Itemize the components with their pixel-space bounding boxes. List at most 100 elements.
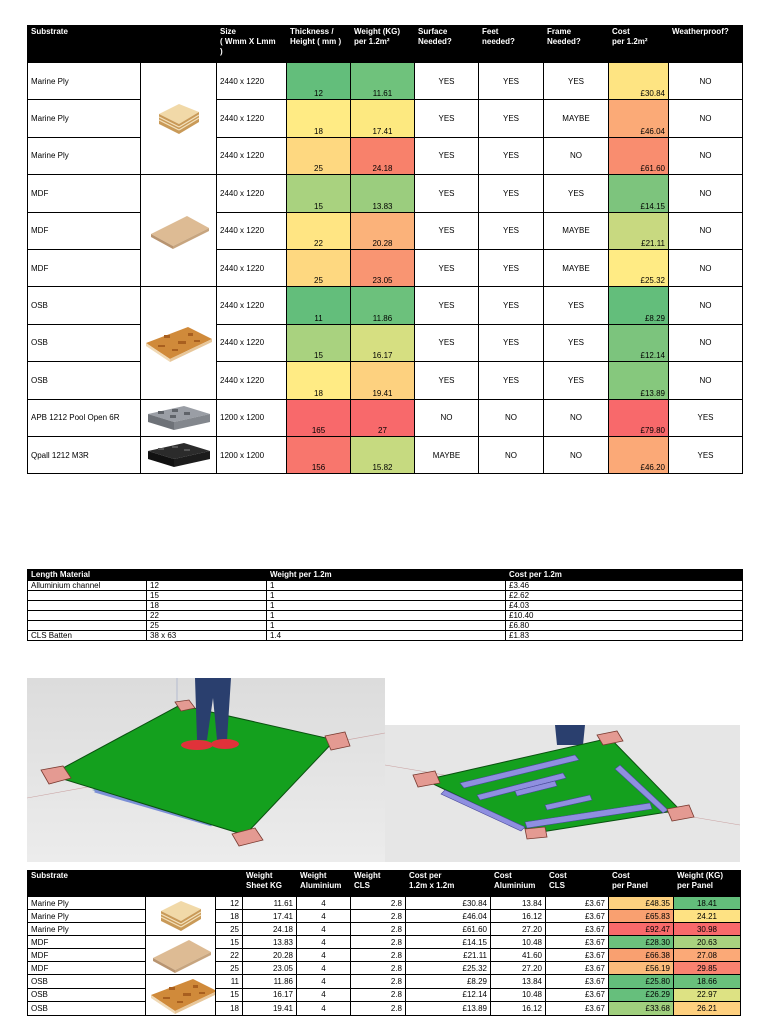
cell-text: 2440 x 1220 <box>220 188 265 198</box>
cell-text: £25.80 <box>645 976 670 986</box>
data-row: OSB 11 11.86 4 2.8 £8.29 13.84 £3.67 £25.80 18.66 <box>27 974 741 1016</box>
cell-text: 4 <box>321 924 326 934</box>
data-row: OSB 2440 x 1220 11 11.86 YES YES YES £8.29 NO <box>27 286 743 400</box>
cell-text: 13.84 <box>521 976 542 986</box>
cell-text: 1200 x 1200 <box>220 450 265 460</box>
cell: 18 <box>215 909 243 923</box>
cell: 10.48 <box>490 987 546 1003</box>
cell-text: YES <box>438 76 455 86</box>
substrate-image <box>145 935 216 975</box>
cell-text: MDF <box>31 963 49 973</box>
cell-text: 4 <box>321 911 326 921</box>
cell: NO <box>668 211 743 250</box>
data-row: 15 1 £2.62 <box>27 590 743 601</box>
cell-text: YES <box>697 413 714 423</box>
cell-text: 25 <box>314 276 323 286</box>
cell: YES <box>414 136 479 176</box>
cell: £61.60 <box>405 922 491 936</box>
cell: YES <box>478 211 544 250</box>
cell-text: £21.11 <box>463 950 487 960</box>
cell-text: Marine Ply <box>31 76 69 86</box>
cell-text: 18 <box>150 601 159 610</box>
data-row: OSB 15 16.17 4 2.8 £12.14 10.48 £3.67 £26.29 22.9… <box>27 987 741 1003</box>
cell-text: 2.8 <box>390 950 402 960</box>
data-row: MDF 25 23.05 4 2.8 £25.32 27.20 £3.67 £56.19 29.8… <box>27 961 741 975</box>
cell-text: 18.41 <box>696 898 718 908</box>
cell-text: Marine Ply <box>31 151 69 161</box>
header-text: Surface <box>418 27 448 36</box>
cell: £33.68 <box>608 1001 674 1016</box>
cell: OSB <box>27 323 141 363</box>
cell-text: OSB <box>31 976 48 986</box>
cell: £46.04 <box>405 909 491 923</box>
cell: 4 <box>296 961 351 975</box>
cell: £28.30 <box>608 935 674 949</box>
header-cell: Cost CLS <box>545 870 609 897</box>
cell: NO <box>414 398 479 437</box>
cell: 4 <box>296 948 351 962</box>
cell: 24.18 <box>242 922 297 936</box>
cell: YES <box>414 323 479 363</box>
header-text: Needed? <box>547 37 581 46</box>
cell-text: 16.12 <box>521 911 542 921</box>
panel-cost-table: Substrate Weight Sheet KG Weight Aluminium We… <box>27 870 741 1016</box>
header-text: Cost <box>494 871 512 881</box>
cell-text: YES <box>567 338 584 348</box>
header-text: Thickness / <box>290 27 334 36</box>
cell: 15 <box>215 987 243 1003</box>
header-text: Substrate <box>31 871 68 881</box>
cell: 16.12 <box>490 1001 546 1016</box>
cell-text: OSB <box>31 301 48 311</box>
cell: 18 <box>286 361 351 400</box>
cell: 1 <box>266 600 506 611</box>
cell-text: 18 <box>314 126 323 136</box>
header-cell: Cost per 1.2m² <box>608 25 669 63</box>
cell: 13.84 <box>490 896 546 910</box>
header-text: Substrate <box>31 27 68 36</box>
substrate-comparison-table: Substrate Size( Wmm X Lmm) Thickness / Heig… <box>27 25 743 475</box>
cell-text: 13.84 <box>521 898 542 908</box>
header-text: Length Material <box>31 570 91 580</box>
data-row: 22 1 £10.40 <box>27 610 743 621</box>
header-text: Cost <box>612 871 630 881</box>
cell: 1.4 <box>266 630 506 641</box>
cell-text: £61.60 <box>462 924 487 934</box>
header-cell: Cost per Panel <box>608 870 674 897</box>
cell: 26.21 <box>673 1001 741 1016</box>
cell-text: £3.67 <box>584 976 605 986</box>
cell: £25.80 <box>608 974 674 989</box>
cell-text: 4 <box>321 976 326 986</box>
cell-text: £66.38 <box>645 950 670 960</box>
cell-text: 4 <box>321 937 326 947</box>
cell: YES <box>668 435 743 475</box>
cell-text: £3.67 <box>584 990 605 1000</box>
cell: Marine Ply <box>27 896 146 910</box>
data-row: Marine Ply 12 11.61 4 2.8 £30.84 13.84 £3.67 £48… <box>27 896 741 936</box>
cell-text: 25 <box>150 621 159 630</box>
cell: £46.20 <box>608 435 669 475</box>
cell-text: £92.47 <box>645 924 670 934</box>
cell: £2.62 <box>505 590 743 601</box>
cell-text: YES <box>438 226 455 236</box>
cell: 25 <box>215 961 243 975</box>
header-text: Size <box>220 27 237 36</box>
cell: NO <box>543 398 609 437</box>
header-cell: Frame Needed? <box>543 25 609 63</box>
header-text: Cost per <box>409 871 442 881</box>
cell: 2440 x 1220 <box>216 61 287 101</box>
cell <box>27 610 147 621</box>
cell-text: NO <box>570 450 582 460</box>
cell: 2440 x 1220 <box>216 174 287 213</box>
cell: YES <box>478 136 544 176</box>
cell: 22 <box>146 610 267 621</box>
cell: 4 <box>296 909 351 923</box>
data-row: 18 1 £4.03 <box>27 600 743 611</box>
header-cell: Weight per 1.2m <box>266 569 506 581</box>
data-row: MDF 2440 x 1220 15 13.83 YES YES YES £14.15 NO <box>27 174 743 288</box>
header-text: needed? <box>482 37 515 46</box>
cell: 13.84 <box>490 974 546 989</box>
cell: £25.32 <box>405 961 491 975</box>
cell: OSB <box>27 286 141 325</box>
cell-text: 2.8 <box>390 963 402 973</box>
cell: £6.80 <box>505 620 743 631</box>
